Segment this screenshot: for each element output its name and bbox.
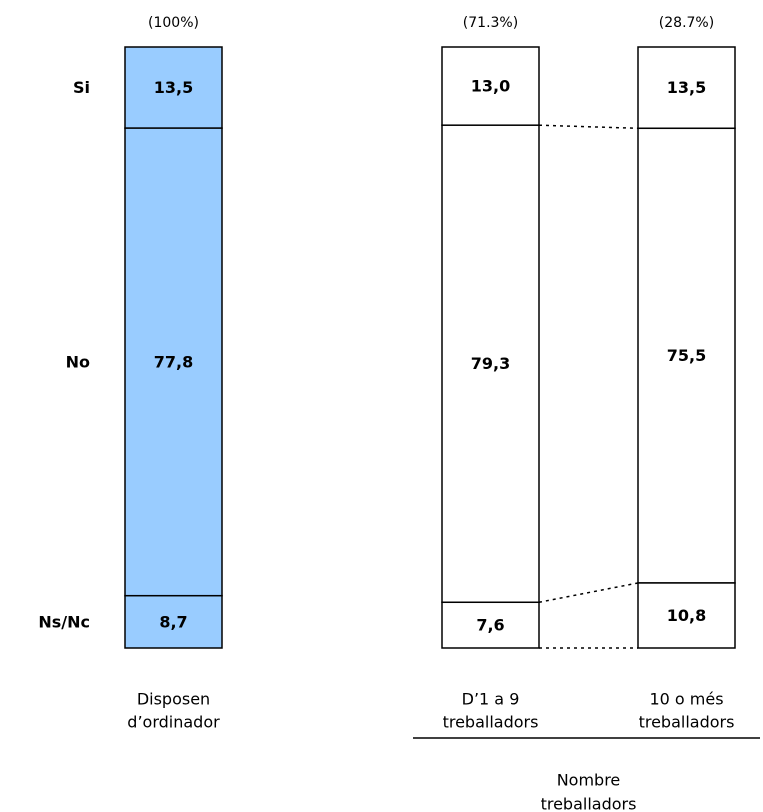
value-label-2-2: 10,8 (667, 606, 706, 625)
bar-segment-0-1 (124, 127, 223, 597)
bar-segment-2-2 (637, 582, 736, 649)
value-label-1-2: 7,6 (476, 616, 504, 635)
value-label-0-1: 77,8 (154, 352, 193, 371)
category-label-0: Si (73, 78, 90, 97)
bar-segment-1-1 (441, 124, 540, 604)
bar-segment-1-2 (441, 601, 540, 649)
value-label-2-1: 75,5 (667, 346, 706, 365)
share-label-0: (100%) (148, 15, 199, 31)
bar-label-0-line2: d’ordinador (127, 713, 220, 732)
group-label-line1: Nombre (557, 771, 621, 790)
bar-label-0-line1: Disposen (137, 690, 210, 709)
value-label-1-0: 13,0 (471, 77, 510, 96)
bar-label-2-line2: treballadors (639, 713, 735, 732)
connector-line-1 (538, 582, 639, 604)
bar-segment-0-2 (124, 594, 223, 649)
category-label-2: Ns/Nc (38, 612, 90, 631)
bar-segment-2-1 (637, 127, 736, 584)
bar-segment-0-0 (124, 46, 223, 129)
share-label-1: (71.3%) (463, 15, 518, 31)
connector-line-0 (538, 124, 639, 130)
value-label-1-1: 79,3 (471, 354, 510, 373)
group-label-line2: treballadors (541, 795, 637, 812)
category-label-1: No (66, 352, 90, 371)
bar-label-1-line1: D’1 a 9 (462, 690, 520, 709)
value-label-0-0: 13,5 (154, 78, 193, 97)
share-label-2: (28.7%) (659, 15, 714, 31)
bar-label-2-line1: 10 o més (649, 690, 723, 709)
value-label-2-0: 13,5 (667, 78, 706, 97)
bar-segment-1-0 (441, 46, 540, 126)
bar-label-1-line2: treballadors (443, 713, 539, 732)
value-label-0-2: 8,7 (159, 612, 187, 631)
